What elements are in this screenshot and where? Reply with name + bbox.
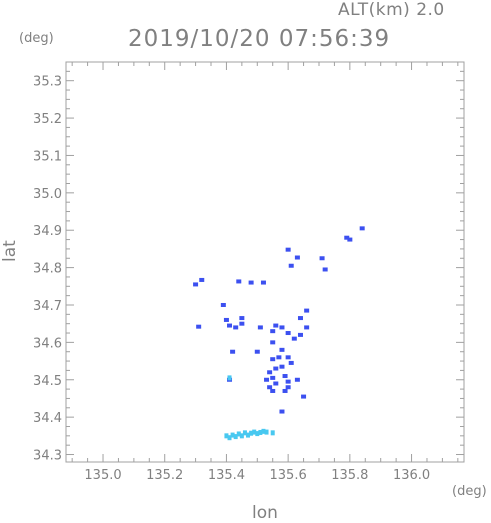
echo-point-strong [285, 379, 291, 384]
echo-point-weak [258, 429, 263, 435]
echo-point-strong [288, 263, 294, 268]
echo-point-strong [304, 308, 310, 313]
echo-point-weak [227, 435, 232, 441]
echo-point-strong [291, 336, 297, 341]
echo-point-strong [279, 347, 285, 352]
y-tick-label: 35.3 [33, 75, 62, 90]
echo-point-strong [285, 331, 291, 336]
echo-point-strong [285, 247, 291, 252]
echo-point-strong [248, 280, 254, 285]
echo-point-strong [230, 349, 236, 354]
echo-point-strong [347, 237, 353, 242]
echo-point-strong [294, 255, 300, 260]
echo-point-strong [319, 256, 325, 261]
plot-frame [65, 61, 465, 463]
echo-point-weak [233, 434, 238, 440]
echo-point-weak [261, 428, 266, 434]
echo-point-strong [196, 324, 202, 329]
echo-point-weak [249, 430, 254, 436]
echo-point-weak [230, 432, 235, 438]
echo-point-strong [285, 355, 291, 360]
x-axis-label: lon [252, 503, 278, 523]
echo-point-weak [270, 430, 275, 436]
echo-point-strong [236, 279, 242, 284]
y-tick-label: 35.2 [33, 112, 62, 127]
echo-point-strong [270, 375, 276, 380]
y-axis-unit: (deg) [19, 31, 54, 46]
y-tick-label: 34.7 [33, 299, 62, 314]
y-tick-label: 34.9 [33, 224, 62, 239]
echo-point-strong [223, 317, 229, 322]
echo-point-strong [344, 235, 350, 240]
echo-point-strong [193, 282, 199, 287]
echo-point-weak [242, 430, 247, 436]
echo-point-strong [267, 385, 273, 390]
x-tick-label: 136.0 [393, 468, 430, 483]
y-tick-label: 34.5 [33, 374, 62, 389]
echo-point-strong [264, 377, 270, 382]
echo-point-strong [273, 381, 279, 386]
chart-title-timestamp: 2019/10/20 07:56:39 [128, 26, 391, 52]
echo-point-strong [273, 366, 279, 371]
echo-point-strong [288, 360, 294, 365]
echo-point-weak [252, 429, 257, 435]
echo-point-strong [239, 316, 245, 321]
x-tick-label: 135.2 [146, 468, 183, 483]
y-tick-label: 34.6 [33, 336, 62, 351]
x-tick-label: 135.4 [208, 468, 245, 483]
echo-point-strong [359, 226, 365, 231]
x-tick-label: 135.6 [270, 468, 307, 483]
echo-point-strong [297, 316, 303, 321]
echo-point-weak [227, 375, 232, 381]
echo-point-weak [264, 429, 269, 435]
y-tick-label: 34.8 [33, 262, 62, 277]
echo-point-strong [285, 385, 291, 390]
echo-point-strong [220, 302, 226, 307]
echo-point-weak [236, 431, 241, 437]
echo-point-weak [246, 432, 251, 438]
y-tick-label: 34.3 [33, 449, 62, 464]
echo-point-strong [267, 370, 273, 375]
echo-point-weak [255, 431, 260, 437]
echo-point-strong [233, 325, 239, 330]
y-tick-label: 34.4 [33, 411, 62, 426]
echo-point-strong [322, 267, 328, 272]
echo-point-strong [239, 321, 245, 326]
echo-point-strong [276, 355, 282, 360]
echo-point-strong [199, 277, 205, 282]
echo-point-weak [224, 433, 229, 439]
echo-point-strong [257, 325, 263, 330]
echo-point-strong [279, 364, 285, 369]
echo-point-strong [282, 388, 288, 393]
echo-point-strong [270, 357, 276, 362]
x-axis-unit: (deg) [452, 484, 487, 499]
echo-point-strong [279, 409, 285, 414]
echo-point-strong [304, 325, 310, 330]
echo-point-strong [282, 374, 288, 379]
altitude-label: ALT(km) 2.0 [338, 0, 445, 20]
echo-point-strong [301, 394, 307, 399]
echo-point-strong [297, 332, 303, 337]
y-tick-label: 35.0 [33, 187, 62, 202]
echo-point-weak [239, 433, 244, 439]
echo-point-strong [273, 323, 279, 328]
echo-point-strong [270, 340, 276, 345]
x-tick-label: 135.8 [331, 468, 368, 483]
x-tick-label: 135.0 [84, 468, 121, 483]
echo-point-strong [294, 377, 300, 382]
y-tick-label: 35.1 [33, 149, 62, 164]
echo-point-strong [227, 323, 233, 328]
echo-point-strong [270, 329, 276, 334]
echo-point-strong [254, 349, 260, 354]
echo-point-strong [279, 325, 285, 330]
echo-point-strong [270, 388, 276, 393]
echo-point-strong [260, 280, 266, 285]
